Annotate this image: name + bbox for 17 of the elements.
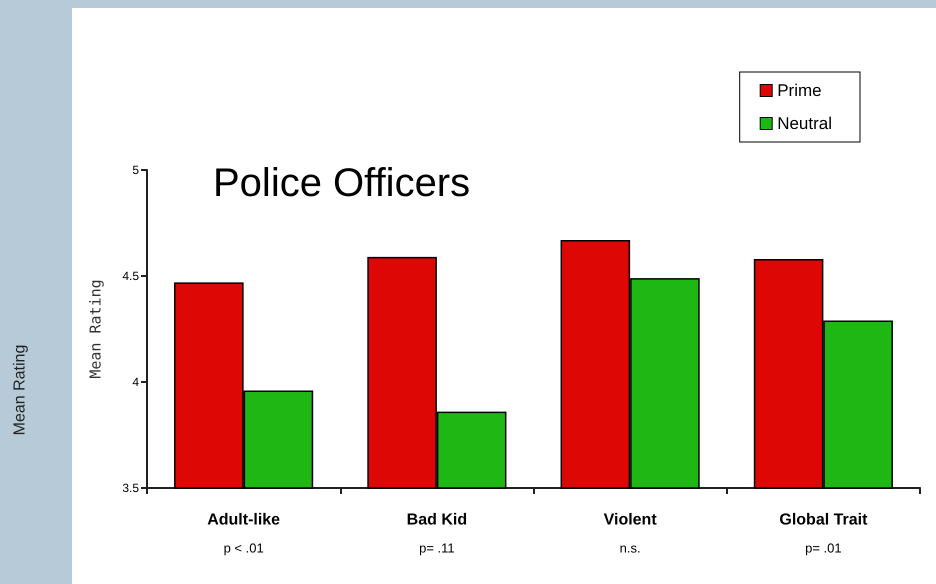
x-tick-label: Bad Kid bbox=[406, 512, 468, 528]
text: n.s. bbox=[620, 540, 641, 556]
x-tick-label: Adult-like bbox=[207, 512, 280, 528]
x-tick-label: Violent bbox=[604, 512, 658, 528]
x-tick-label: Global Trait bbox=[779, 512, 868, 528]
text: Mean Rating bbox=[12, 344, 28, 436]
chart-title: Police Officers bbox=[213, 161, 470, 205]
y-axis-title: Mean Rating bbox=[86, 279, 104, 379]
text: p < .01 bbox=[224, 540, 264, 556]
text: p= .11 bbox=[419, 540, 455, 556]
y-tick-label: 5 bbox=[132, 163, 140, 177]
legend-label: Neutral bbox=[777, 114, 832, 133]
y-tick-label: 3.5 bbox=[122, 481, 140, 495]
text: p= .01 bbox=[805, 540, 842, 556]
y-tick-label: 4 bbox=[132, 375, 140, 389]
legend-label: Prime bbox=[777, 81, 822, 100]
y-tick-label: 4.5 bbox=[122, 269, 140, 283]
